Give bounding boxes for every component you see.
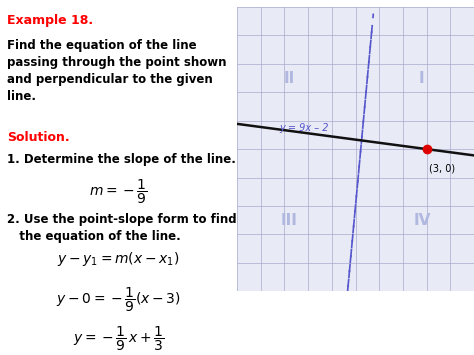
- Text: (3, 0): (3, 0): [429, 163, 455, 173]
- Text: IV: IV: [413, 213, 430, 228]
- Text: Find the equation of the line
passing through the point shown
and perpendicular : Find the equation of the line passing th…: [7, 39, 227, 103]
- Text: y = 9x – 2: y = 9x – 2: [280, 124, 329, 133]
- Text: Solution.: Solution.: [7, 131, 70, 144]
- Text: $y - y_1 = m(x - x_1)$: $y - y_1 = m(x - x_1)$: [57, 250, 180, 268]
- Text: II: II: [283, 71, 295, 86]
- Text: $y - 0 = -\dfrac{1}{9}(x - 3)$: $y - 0 = -\dfrac{1}{9}(x - 3)$: [56, 286, 181, 314]
- Text: 2. Use the point-slope form to find
   the equation of the line.: 2. Use the point-slope form to find the …: [7, 213, 237, 243]
- Text: $m = -\dfrac{1}{9}$: $m = -\dfrac{1}{9}$: [89, 178, 148, 206]
- Text: III: III: [281, 213, 298, 228]
- Text: Example 18.: Example 18.: [7, 14, 93, 27]
- Text: $y = -\dfrac{1}{9}\,x + \dfrac{1}{3}$: $y = -\dfrac{1}{9}\,x + \dfrac{1}{3}$: [73, 325, 164, 353]
- Text: 1. Determine the slope of the line.: 1. Determine the slope of the line.: [7, 153, 236, 166]
- Text: I: I: [419, 71, 425, 86]
